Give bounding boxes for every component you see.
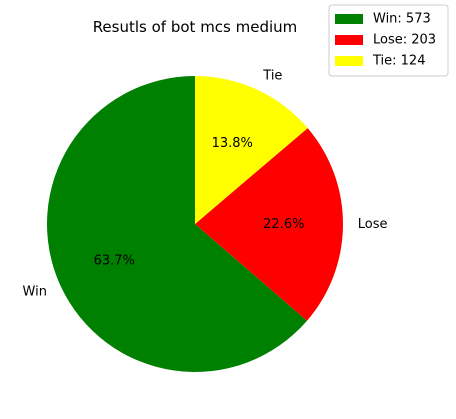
- category-label-win: Win: [23, 284, 47, 299]
- percent-labels: 63.7% 22.6% 13.8%: [94, 136, 305, 269]
- percent-label-tie: 13.8%: [212, 136, 253, 151]
- legend-swatch-lose: [335, 35, 363, 45]
- pie-slices: [46, 76, 343, 373]
- category-label-lose: Lose: [358, 217, 388, 232]
- legend-label-tie: Tie: 124: [372, 54, 425, 69]
- category-labels: Win Lose Tie: [23, 69, 388, 300]
- legend-label-lose: Lose: 203: [373, 33, 436, 48]
- legend-label-win: Win: 573: [373, 12, 431, 27]
- legend-items: Win: 573 Lose: 203 Tie: 124: [335, 12, 436, 69]
- legend-swatch-win: [335, 14, 363, 24]
- chart-legend: Win: 573 Lose: 203 Tie: 124: [328, 4, 449, 77]
- percent-label-lose: 22.6%: [263, 217, 304, 232]
- chart-title: Resutls of bot mcs medium: [93, 18, 298, 36]
- pie-slice-tie: [195, 76, 308, 224]
- legend-swatch-tie: [335, 56, 363, 66]
- percent-label-win: 63.7%: [94, 253, 135, 268]
- category-label-tie: Tie: [262, 69, 282, 84]
- pie-slice-lose: [195, 128, 343, 321]
- pie-slice-win: [46, 76, 308, 373]
